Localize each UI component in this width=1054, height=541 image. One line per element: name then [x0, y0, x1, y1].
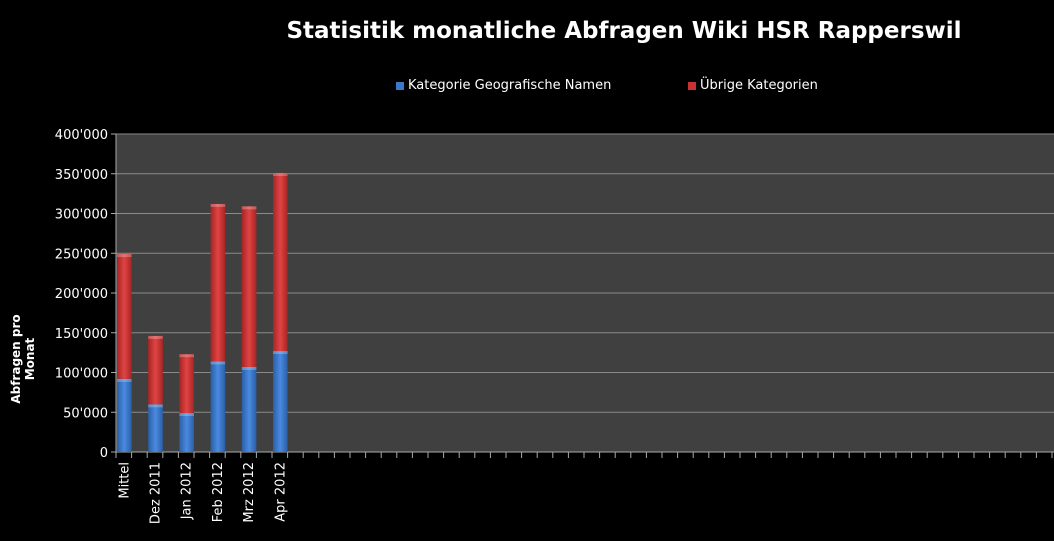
bar-highlight	[148, 404, 163, 408]
bar-highlight	[117, 378, 132, 382]
bar-highlight	[179, 354, 194, 358]
bar-geografische-namen-1	[148, 404, 163, 452]
bar-highlight	[210, 203, 226, 207]
y-tick-label: 150'000	[55, 327, 108, 342]
bar-uebrige-2	[179, 354, 194, 414]
y-tick-label: 200'000	[55, 287, 108, 302]
x-tick-label: Feb 2012	[211, 462, 226, 522]
y-tick-label: 100'000	[55, 367, 108, 382]
bar-highlight	[148, 335, 163, 339]
bar-geografische-namen-0	[117, 378, 132, 452]
bar-uebrige-4	[241, 206, 257, 367]
y-tick-label: 400'000	[55, 128, 108, 143]
bar-highlight	[117, 254, 132, 258]
bar-geografische-namen-4	[241, 366, 257, 452]
x-tick-label: Apr 2012	[273, 462, 288, 522]
bar-highlight	[179, 413, 194, 417]
legend-swatch-red	[688, 81, 696, 90]
x-tick-label: Dez 2011	[149, 462, 164, 524]
bar-geografische-namen-3	[210, 361, 226, 452]
bar-highlight	[273, 351, 288, 355]
legend-swatch-blue	[396, 81, 404, 90]
bar-uebrige-1	[148, 335, 163, 405]
y-tick-label: 0	[100, 446, 108, 461]
legend-item-uebrige: Übrige Kategorien	[688, 78, 818, 93]
x-tick-label: Mrz 2012	[242, 462, 257, 523]
y-tick-label: 250'000	[55, 247, 108, 262]
bar-highlight	[273, 172, 288, 176]
legend-label: Übrige Kategorien	[700, 78, 818, 93]
bar-highlight	[241, 366, 257, 370]
bar-highlight	[241, 206, 257, 210]
bar-geografische-namen-5	[273, 351, 288, 452]
legend-item-geografische-namen: Kategorie Geografische Namen	[396, 78, 611, 93]
bar-highlight	[210, 361, 226, 365]
x-tick-label: Jan 2012	[180, 462, 195, 520]
legend-label: Kategorie Geografische Namen	[408, 78, 612, 93]
y-tick-label: 300'000	[55, 208, 108, 223]
bar-uebrige-0	[117, 254, 132, 379]
y-tick-label: 350'000	[55, 168, 108, 183]
bar-uebrige-5	[273, 172, 288, 352]
x-tick-label: Mittel	[117, 462, 132, 499]
bar-uebrige-3	[210, 203, 226, 362]
chart-title: Statisitik monatliche Abfragen Wiki HSR …	[286, 18, 962, 44]
bar-geografische-namen-2	[179, 413, 194, 452]
y-tick-label: 50'000	[63, 406, 108, 421]
